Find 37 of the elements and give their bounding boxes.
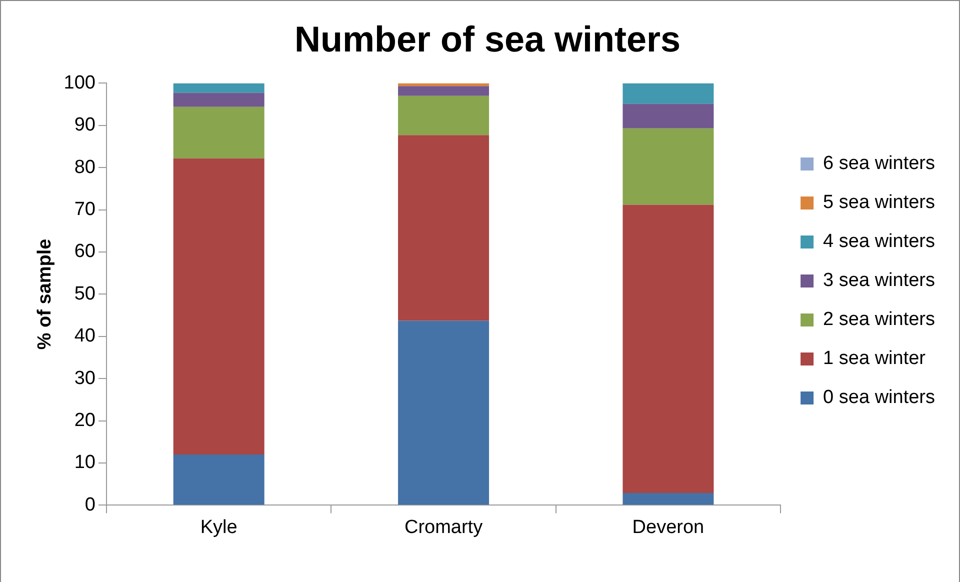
y-tick-label: 10	[74, 452, 96, 474]
bar	[622, 83, 714, 104]
bar	[173, 454, 264, 505]
y-tick-label: 20	[74, 410, 96, 432]
y-tick-label: 100	[64, 72, 96, 94]
chart-title: Number of sea winters	[294, 18, 681, 60]
y-tick-label: 60	[74, 241, 96, 262]
bar	[398, 96, 490, 136]
y-tick-label: 30	[74, 368, 96, 389]
bar	[622, 128, 714, 205]
y-tick-label: 40	[74, 326, 96, 347]
y-tick-label: 50	[74, 283, 96, 304]
bar	[622, 492, 714, 505]
y-axis-title: % of sample	[34, 238, 56, 350]
bar	[622, 104, 714, 128]
bar	[173, 106, 264, 158]
bar	[622, 204, 714, 493]
x-tick-label: Deveron	[632, 516, 704, 538]
y-tick-label: 90	[74, 114, 96, 136]
bar	[173, 92, 264, 107]
bar	[398, 320, 490, 505]
legend-label: 3 sea winters	[823, 270, 936, 292]
x-tick-label: Kyle	[200, 516, 238, 538]
x-tick-label: Cromarty	[404, 516, 484, 538]
legend-label: 2 sea winters	[823, 309, 936, 330]
legend-label: 0 sea winters	[823, 387, 936, 408]
y-tick-label: 70	[74, 199, 96, 220]
bar	[173, 158, 264, 455]
legend-label: 6 sea winters	[823, 153, 936, 174]
y-tick-label: 0	[84, 494, 96, 516]
legend-label: 1 sea winter	[823, 348, 926, 370]
legend-label: 5 sea winters	[823, 192, 936, 214]
legend-label: 4 sea winters	[823, 231, 936, 252]
bar	[173, 83, 264, 93]
bar	[398, 135, 490, 321]
y-tick-label: 80	[74, 156, 96, 178]
bar	[398, 86, 490, 96]
